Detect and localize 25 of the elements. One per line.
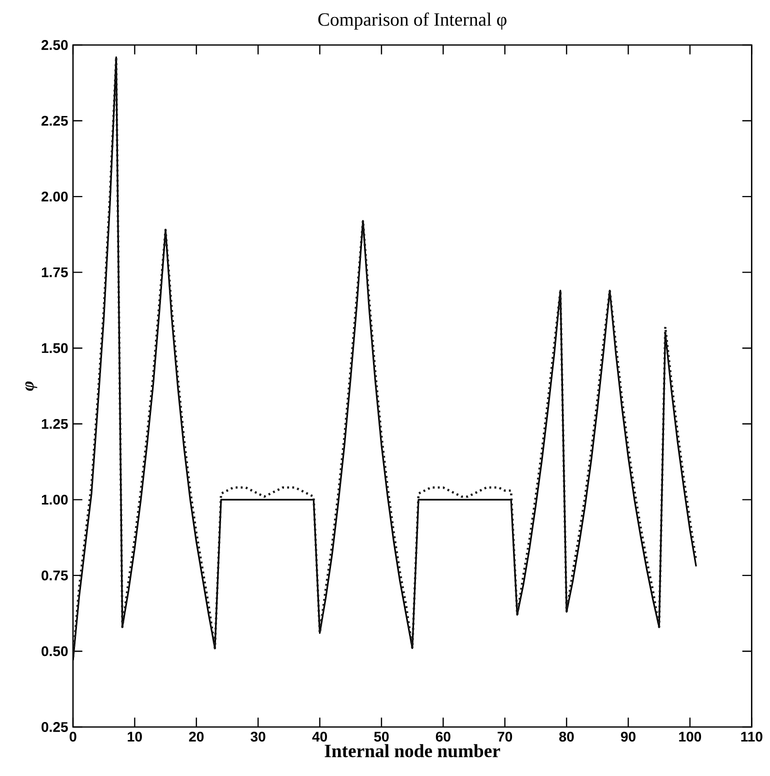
y-axis-title: φ — [25, 382, 38, 391]
x-tick-label: 90 — [620, 732, 636, 742]
x-tick-label: 80 — [559, 732, 574, 742]
y-tick-label: 1.75 — [42, 267, 68, 278]
chart-title: Comparison of Internal φ — [318, 12, 506, 30]
y-tick-label: 0.50 — [42, 646, 68, 656]
y-tick-label: 0.75 — [42, 570, 68, 580]
x-tick-label: 0 — [70, 732, 76, 742]
y-tick-label: 2.00 — [42, 192, 68, 202]
x-tick-label: 10 — [128, 732, 142, 742]
x-tick-label: 20 — [189, 732, 204, 742]
x-axis-title: Internal node number — [324, 744, 500, 758]
x-tick-label: 50 — [374, 732, 389, 742]
x-tick-label: 60 — [436, 732, 450, 742]
y-tick-label: 2.25 — [42, 116, 68, 126]
y-tick-label: 1.25 — [42, 418, 68, 429]
y-tick-label: 0.25 — [42, 722, 68, 732]
y-tick-label: 2.50 — [42, 40, 68, 50]
y-tick-label: 1.00 — [42, 494, 68, 505]
x-tick-label: 100 — [679, 732, 702, 742]
x-tick-label: 40 — [312, 732, 327, 742]
x-tick-label: 70 — [498, 732, 512, 742]
x-tick-label: 110 — [741, 732, 762, 742]
x-tick-label: 30 — [250, 732, 266, 742]
y-tick-label: 1.50 — [42, 343, 68, 354]
